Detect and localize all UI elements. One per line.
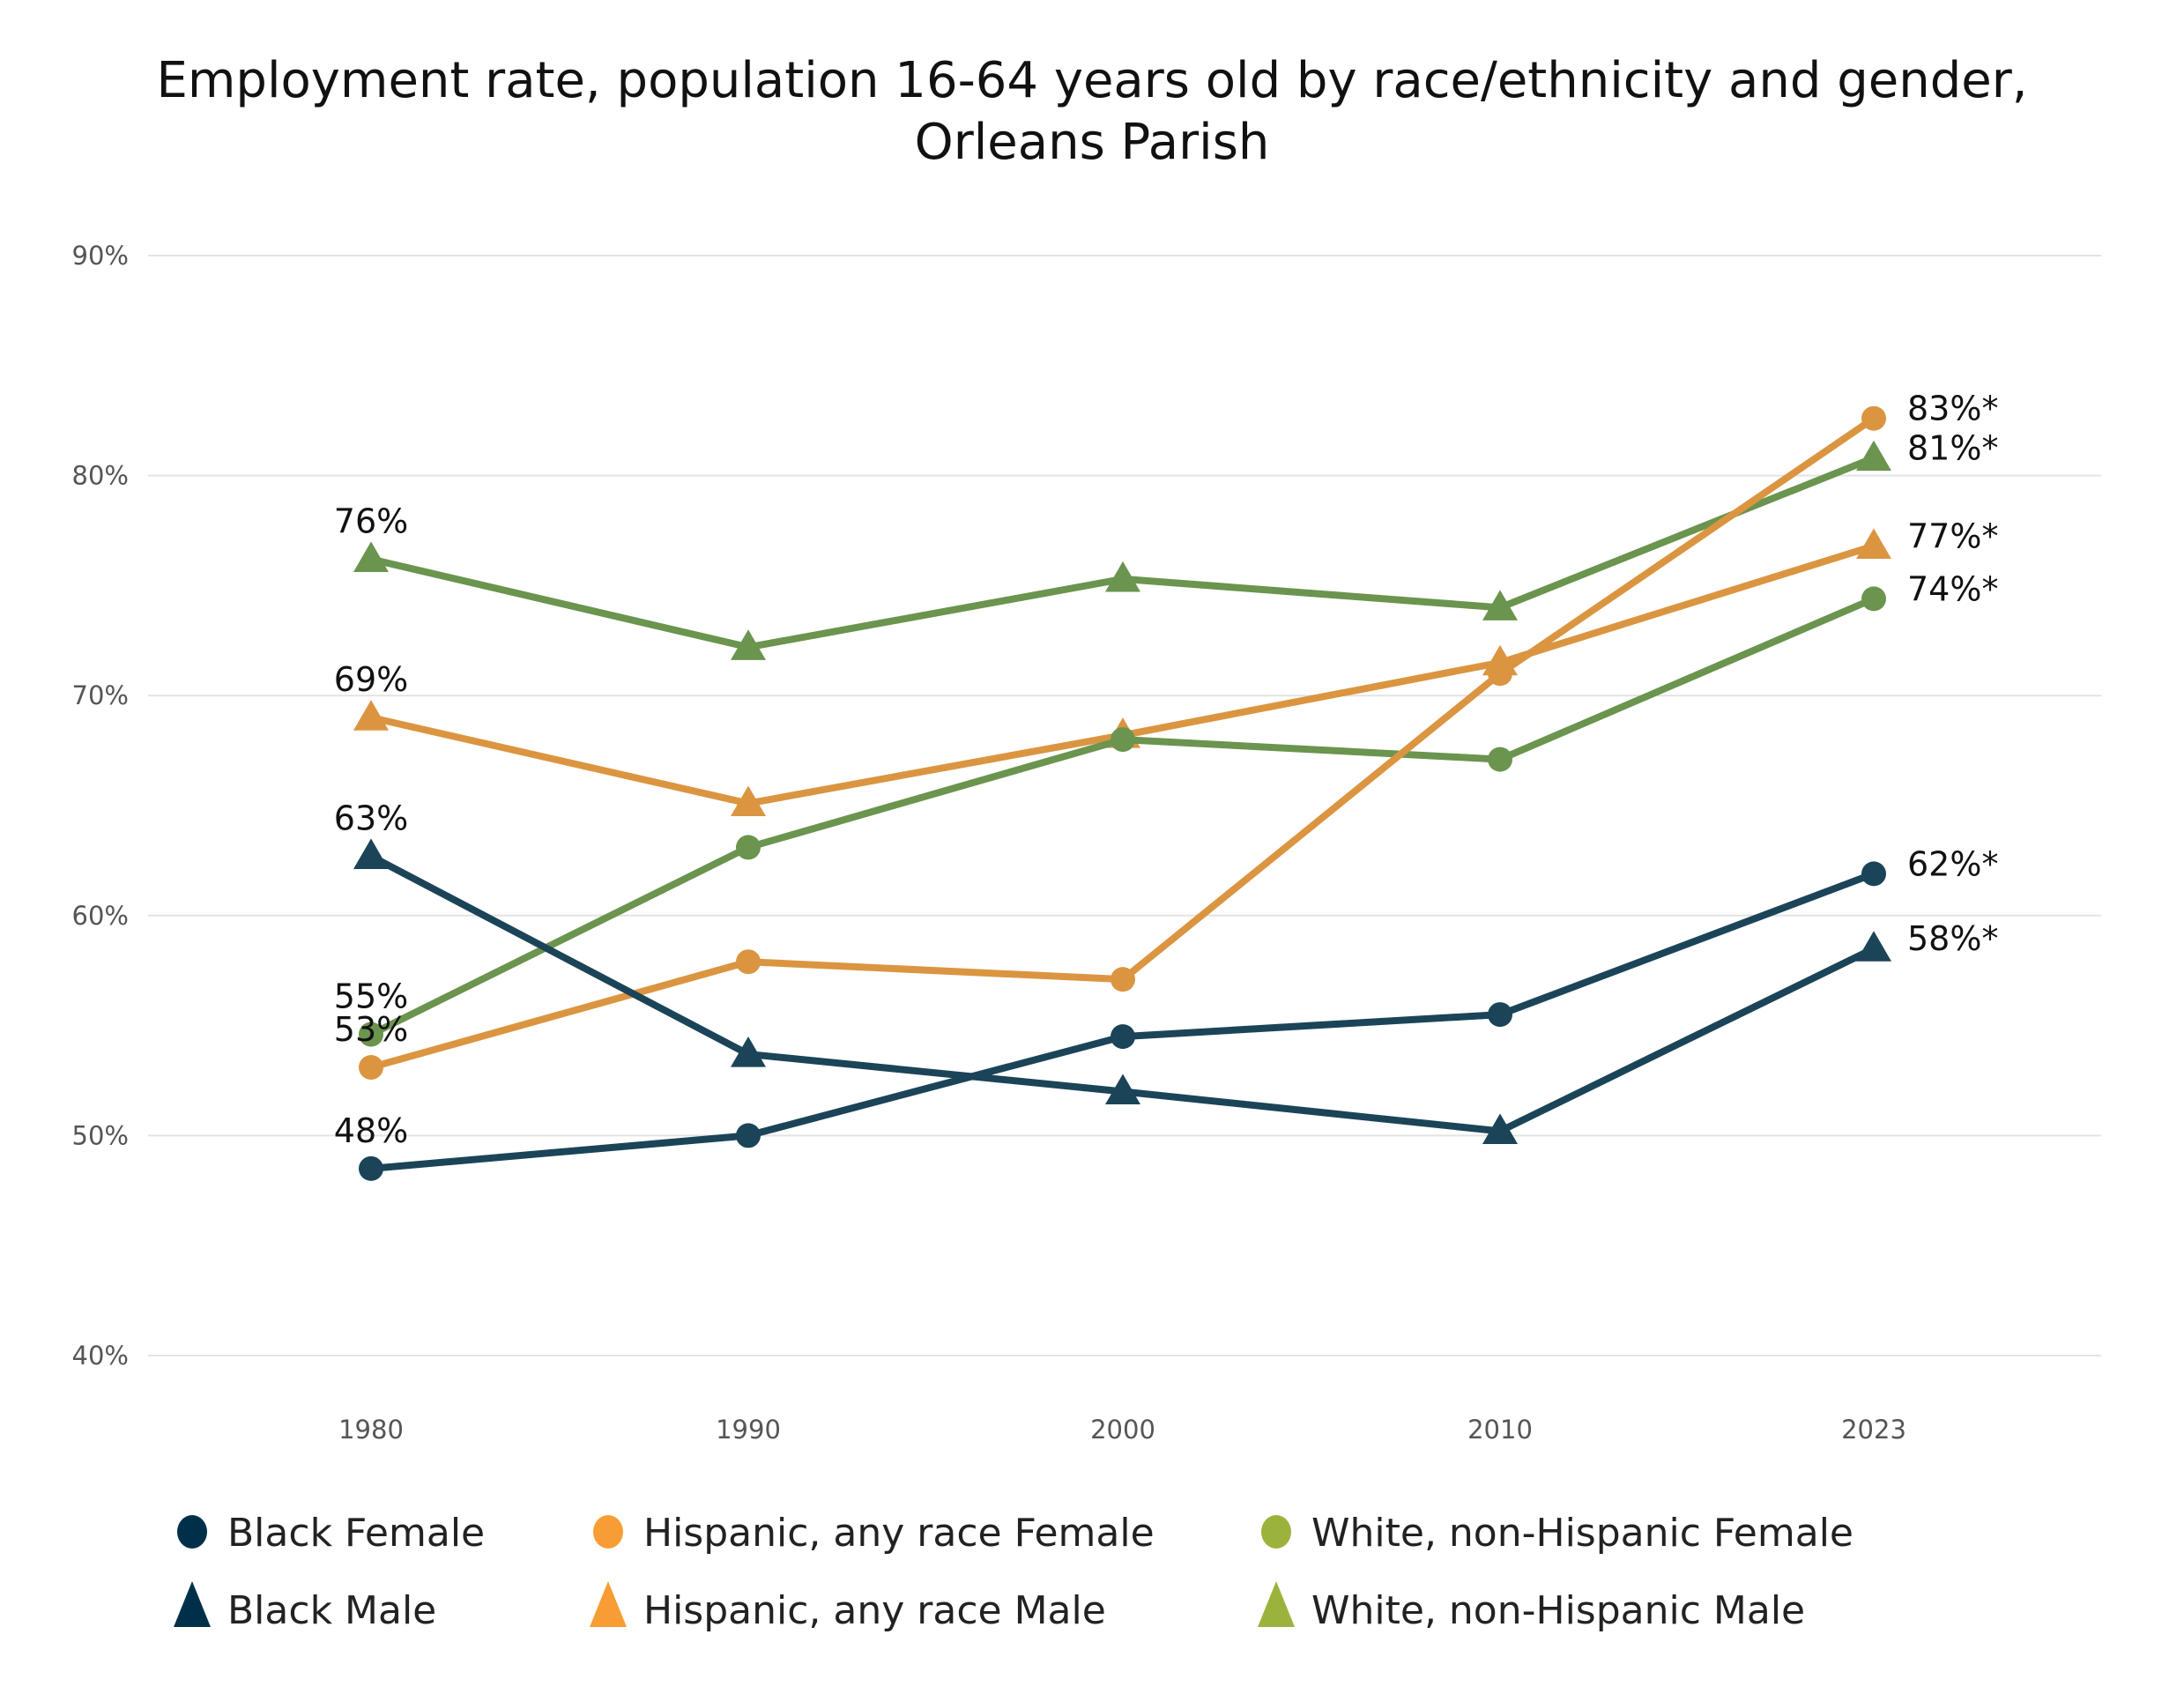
- data-point: [359, 1055, 383, 1081]
- data-label: 77%*: [1907, 516, 1998, 555]
- chart-subtitle: Orleans Parish: [915, 114, 1270, 171]
- data-point: [1482, 1113, 1518, 1144]
- legend-item: Hispanic, any race Female: [593, 1511, 1155, 1556]
- circle-marker-icon: [593, 1515, 623, 1549]
- x-tick-label: 2023: [1841, 1415, 1906, 1445]
- y-tick-label: 50%: [72, 1120, 129, 1150]
- series-black-female: [359, 861, 1886, 1181]
- data-label: 53%: [334, 1010, 408, 1049]
- legend-item: Black Female: [177, 1511, 485, 1556]
- data-point: [1111, 1024, 1135, 1050]
- circle-marker-icon: [177, 1515, 207, 1549]
- data-point: [1488, 661, 1512, 687]
- data-label: 58%*: [1907, 919, 1998, 958]
- series-black-male: [353, 838, 1891, 1144]
- data-point: [731, 1036, 766, 1067]
- legend-item: Hispanic, any race Male: [590, 1581, 1106, 1633]
- legend-label: Hispanic, any race Female: [643, 1511, 1155, 1556]
- x-tick-label: 1990: [716, 1415, 781, 1445]
- triangle-marker-icon: [1258, 1581, 1295, 1627]
- series: [353, 405, 1891, 1181]
- data-label: 69%: [334, 660, 408, 699]
- y-axis: 40% 50% 60% 70% 80% 90%: [72, 241, 129, 1371]
- data-point: [353, 541, 389, 572]
- data-point: [1111, 967, 1135, 992]
- data-label: 81%*: [1907, 429, 1998, 468]
- legend-label: Black Male: [227, 1588, 436, 1633]
- circle-marker-icon: [1261, 1515, 1291, 1549]
- legend-label: Hispanic, any race Male: [643, 1588, 1106, 1633]
- data-point: [353, 700, 389, 731]
- x-axis: 1980 1990 2000 2010 2023: [338, 1415, 1906, 1445]
- chart-title: Employment rate, population 16-64 years …: [156, 52, 2027, 109]
- data-label: 55%: [334, 977, 408, 1016]
- legend-label: Black Female: [227, 1511, 485, 1556]
- data-point: [1105, 561, 1140, 592]
- data-point: [736, 835, 761, 860]
- gridlines: [148, 255, 2101, 1356]
- series-white-non-hispanic-male: [353, 440, 1891, 660]
- data-point: [1856, 528, 1891, 560]
- y-tick-label: 70%: [72, 680, 129, 710]
- x-tick-label: 2010: [1467, 1415, 1533, 1445]
- legend-item: White, non-Hispanic Male: [1258, 1581, 1805, 1633]
- x-tick-label: 1980: [338, 1415, 404, 1445]
- series-line: [370, 870, 1876, 1172]
- legend-item: Black Male: [174, 1581, 436, 1633]
- data-point: [1861, 586, 1886, 612]
- y-tick-label: 40%: [72, 1341, 129, 1371]
- legend: Black Female Hispanic, any race Female Whi…: [174, 1511, 1853, 1633]
- data-point: [1488, 1002, 1512, 1028]
- series-white-non-hispanic-female: [359, 586, 1886, 1047]
- data-point: [353, 838, 389, 869]
- legend-label: White, non-Hispanic Male: [1311, 1588, 1805, 1633]
- legend-label: White, non-Hispanic Female: [1311, 1511, 1853, 1556]
- y-tick-label: 80%: [72, 461, 129, 491]
- y-tick-label: 90%: [72, 241, 129, 271]
- series-hispanic-any-race-female: [359, 405, 1886, 1081]
- data-label: 83%*: [1907, 390, 1998, 428]
- data-point: [359, 1155, 383, 1181]
- data-point: [1105, 1074, 1140, 1105]
- data-point: [731, 629, 766, 660]
- data-label: 62%*: [1907, 844, 1998, 883]
- data-labels: 76% 81%* 69% 77%* 55% 74%* 53% 83%* 63% 58%* 48% 62…: [334, 390, 1999, 1150]
- data-label: 74%*: [1907, 569, 1998, 608]
- data-point: [736, 949, 761, 975]
- data-point: [1856, 931, 1891, 962]
- data-point: [1861, 405, 1886, 431]
- data-point: [1482, 590, 1518, 620]
- y-tick-label: 60%: [72, 901, 129, 931]
- data-point: [1111, 727, 1135, 753]
- legend-item: White, non-Hispanic Female: [1261, 1511, 1853, 1556]
- data-point: [1861, 861, 1886, 887]
- x-tick-label: 2000: [1090, 1415, 1155, 1445]
- data-point: [736, 1123, 761, 1148]
- data-point: [1856, 440, 1891, 472]
- data-label: 48%: [334, 1111, 408, 1150]
- triangle-marker-icon: [174, 1581, 211, 1627]
- triangle-marker-icon: [590, 1581, 627, 1627]
- data-point: [1488, 747, 1512, 772]
- data-point: [359, 1022, 383, 1047]
- data-label: 76%: [334, 502, 408, 540]
- data-label: 63%: [334, 799, 408, 837]
- data-point: [731, 785, 766, 817]
